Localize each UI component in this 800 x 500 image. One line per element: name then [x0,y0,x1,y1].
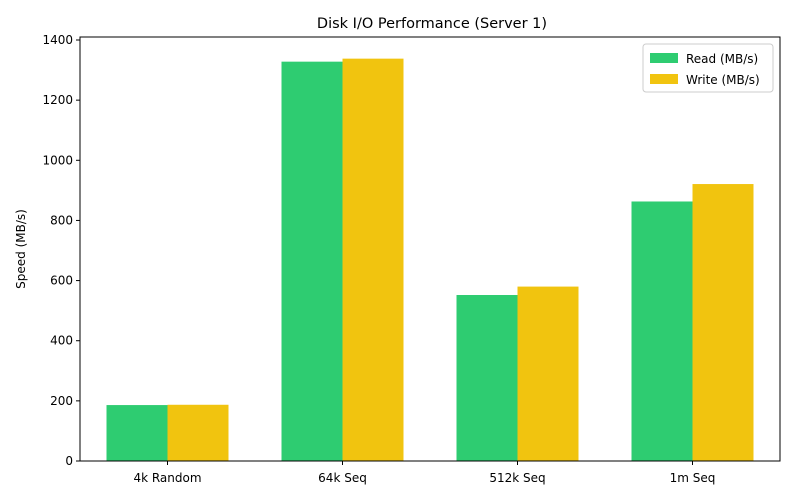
plot-frame [79,36,781,462]
y-tick-label: 1400 [42,33,73,47]
bar-512k-seq-read [456,295,518,461]
legend-swatch [650,53,678,63]
y-tick-label: 0 [65,454,73,468]
x-axis: 4k Random 64k Seq 512k Seq 1m Seq [133,461,715,485]
bar-64k-seq-read [281,61,343,462]
bar-512k-seq-write [517,286,579,461]
y-tick-label: 1200 [42,93,73,107]
y-axis-label: Speed (MB/s) [14,209,28,289]
x-tick-label: 64k Seq [318,471,367,485]
chart-title: Disk I/O Performance (Server 1) [317,16,547,32]
bar-4k-random-write [167,404,229,461]
bar-1m-seq-read [631,201,693,461]
x-tick-label: 1m Seq [670,471,716,485]
x-tick-label: 4k Random [133,471,201,485]
y-tick-label: 200 [50,394,73,408]
legend-swatch [650,74,678,84]
y-tick-label: 600 [50,274,73,288]
bar-1m-seq-write [692,184,754,461]
y-tick-label: 1000 [42,153,73,167]
bars-group [106,58,754,462]
bar-4k-random-read [106,405,168,461]
y-tick-label: 400 [50,334,73,348]
x-tick-label: 512k Seq [489,471,545,485]
legend-label: Read (MB/s) [686,52,758,66]
legend-label: Write (MB/s) [686,73,760,87]
bar-64k-seq-write [342,58,404,461]
y-axis: 0 200 400 600 800 1000 1200 1400 [42,33,80,468]
y-tick-label: 800 [50,213,73,227]
legend: Read (MB/s) Write (MB/s) [642,43,774,93]
